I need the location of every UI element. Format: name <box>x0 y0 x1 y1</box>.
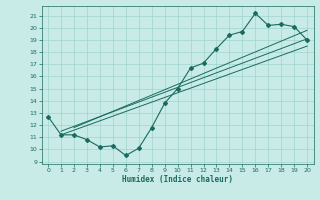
X-axis label: Humidex (Indice chaleur): Humidex (Indice chaleur) <box>122 175 233 184</box>
